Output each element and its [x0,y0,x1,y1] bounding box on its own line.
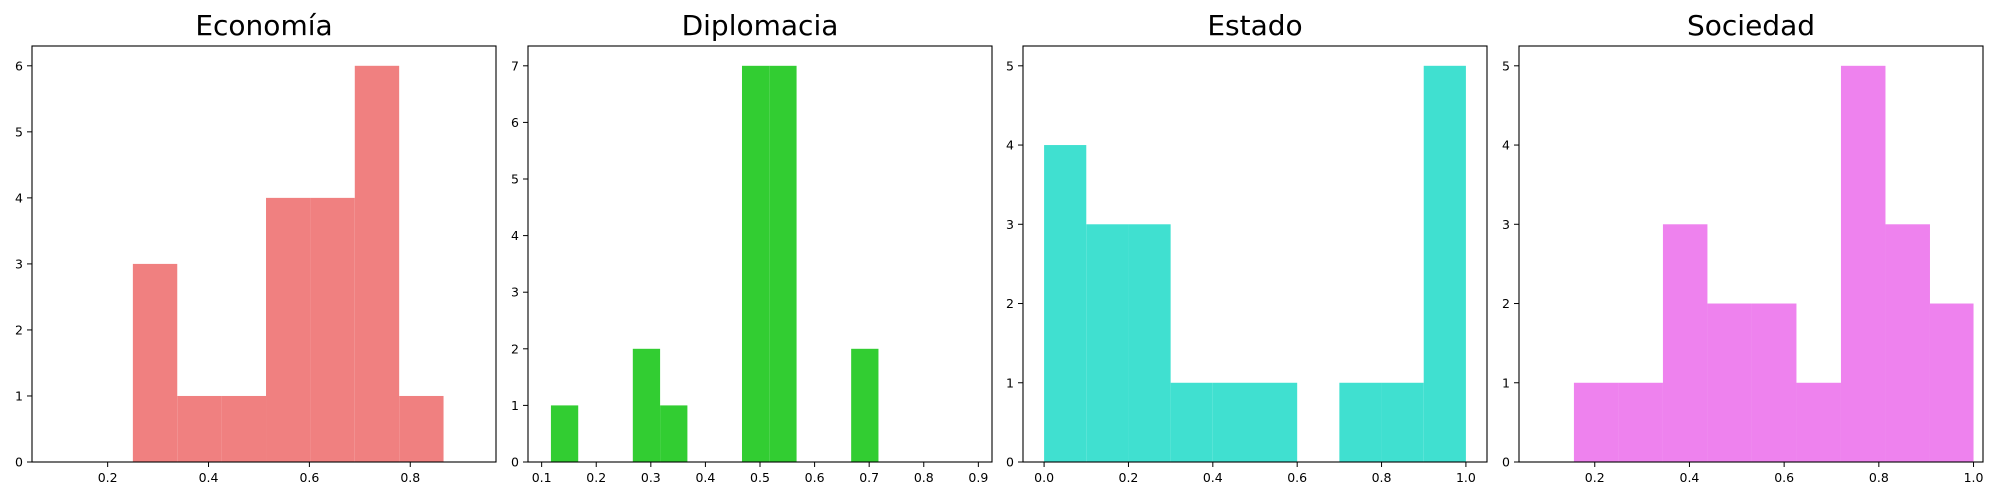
histogram-bar [310,197,355,462]
x-tick-label: 0.4 [1203,470,1223,485]
y-tick-label: 5 [1502,58,1510,73]
x-tick-label: 0.4 [199,470,219,485]
x-tick-label: 0.4 [695,470,715,485]
panel-title: Sociedad [1687,9,1815,42]
x-tick-label: 0.0 [1034,470,1054,485]
x-tick-label: 0.2 [98,470,118,485]
plot-frame [1518,45,1984,463]
histogram-bar [1618,382,1663,462]
panel-title: Estado [1207,9,1302,42]
x-tick-label: 0.7 [859,470,879,485]
y-tick-label: 5 [511,172,519,187]
y-tick-label: 7 [511,58,519,73]
histogram-bar [354,65,400,463]
y-tick-label: 5 [1006,58,1014,73]
histogram-bar [1840,65,1886,463]
histogram-bar [221,395,267,462]
y-tick-label: 1 [1502,375,1510,390]
x-tick-label: 0.2 [586,470,606,485]
histogram-bar [1044,145,1087,463]
panel-economia: Economía 0.2 0.4 0.6 0.8 0 1 2 3 4 5 6 [15,9,497,485]
x-tick-label: 0.6 [1774,470,1794,485]
y-tick-label: 0 [1502,455,1510,470]
y-tick-label: 1 [1006,375,1014,390]
histogram-bar [266,197,311,462]
panel-title: Diplomacia [682,9,839,42]
histogram-bar [1128,224,1171,462]
panel-title: Economía [195,9,332,42]
histogram-bar [741,65,770,463]
y-tick-label: 2 [1502,296,1510,311]
histogram-bar [1662,224,1708,462]
y-tick-label: 3 [1502,217,1510,232]
x-tick-label: 0.6 [805,470,825,485]
y-tick-label: 1 [511,398,519,413]
x-tick-label: 0.6 [299,470,319,485]
x-tick-label: 0.8 [1372,470,1392,485]
histogram-bar [1086,224,1129,462]
histogram-bar [132,263,178,462]
x-tick-label: 1.0 [1456,470,1476,485]
y-tick-label: 3 [1006,217,1014,232]
y-tick-label: 2 [1006,296,1014,311]
x-tick-label: 0.4 [1680,470,1700,485]
y-tick-label: 5 [15,124,23,139]
panel-sociedad: Sociedad 0.2 0.4 0.6 0.8 1.0 0 1 2 3 4 5 [1502,9,1984,485]
histogram-bar [851,348,879,462]
histogram-bar [1381,382,1424,462]
x-tick-label: 0.3 [641,470,661,485]
panel-diplomacia: Diplomacia 0.1 0.2 0.3 0.4 0.5 0.6 0.7 0.8 0.9 0 1 2… [511,9,993,485]
histogram-bar [1796,382,1841,462]
histogram-bar [1255,382,1298,462]
histogram-bar [1751,303,1797,462]
y-tick-label: 0 [1006,455,1014,470]
y-tick-label: 0 [511,455,519,470]
y-tick-label: 1 [15,388,23,403]
x-tick-label: 1.0 [1964,470,1984,485]
x-tick-label: 0.2 [1119,470,1139,485]
histogram-bar [550,405,579,462]
histogram-bar [1423,65,1466,463]
histogram-bar [1929,303,1974,462]
x-tick-label: 0.8 [1869,470,1889,485]
y-tick-label: 6 [511,115,519,130]
x-tick-label: 0.8 [914,470,934,485]
histogram-bar [177,395,222,462]
x-tick-label: 0.9 [968,470,988,485]
x-tick-label: 0.2 [1585,470,1605,485]
plot-frame [527,45,993,463]
y-tick-label: 4 [1006,138,1014,153]
y-tick-label: 2 [15,322,23,337]
y-tick-label: 6 [15,58,23,73]
x-tick-label: 0.5 [750,470,770,485]
histogram-bar [1339,382,1382,462]
plot-frame [1022,45,1488,463]
y-tick-label: 0 [15,455,23,470]
histogram-bar [1573,382,1619,462]
y-tick-label: 4 [511,228,519,243]
y-tick-label: 2 [511,341,519,356]
x-tick-label: 0.8 [400,470,420,485]
histogram-bar [632,348,661,462]
panel-estado: Estado 0.0 0.2 0.4 0.6 0.8 1.0 0 1 2 3 4 5 [1006,9,1488,485]
x-tick-label: 0.6 [1287,470,1307,485]
histogram-bar [769,65,797,463]
histogram-bar [1885,224,1930,462]
y-tick-label: 3 [15,256,23,271]
histogram-bar [1170,382,1213,462]
y-tick-label: 4 [1502,138,1510,153]
histogram-bar [1212,382,1255,462]
plot-frame [31,45,497,463]
histogram-bar [1707,303,1752,462]
histogram-bar [399,395,444,462]
histogram-bar [660,405,688,462]
y-tick-label: 3 [511,285,519,300]
x-tick-label: 0.1 [532,470,552,485]
y-tick-label: 4 [15,190,23,205]
